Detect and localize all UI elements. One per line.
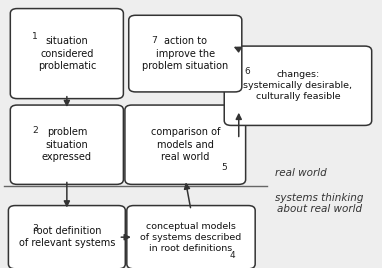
- Text: situation
considered
problematic: situation considered problematic: [38, 36, 96, 71]
- Text: root definition
of relevant systems: root definition of relevant systems: [19, 226, 115, 248]
- Text: changes:
systemically desirable,
culturally feasible: changes: systemically desirable, cultura…: [243, 70, 353, 101]
- Text: conceptual models
of systems described
in root definitions: conceptual models of systems described i…: [140, 222, 242, 253]
- Text: systems thinking
about real world: systems thinking about real world: [275, 193, 364, 214]
- Text: real world: real world: [275, 168, 327, 178]
- Text: 2: 2: [32, 126, 38, 135]
- Text: 7: 7: [151, 36, 157, 45]
- Text: 1: 1: [32, 32, 38, 41]
- FancyBboxPatch shape: [127, 206, 255, 268]
- Text: 6: 6: [244, 67, 250, 76]
- Text: 3: 3: [32, 224, 38, 233]
- FancyBboxPatch shape: [129, 15, 242, 92]
- FancyBboxPatch shape: [10, 105, 123, 184]
- FancyBboxPatch shape: [125, 105, 246, 184]
- Text: comparison of
models and
real world: comparison of models and real world: [151, 127, 220, 162]
- Text: 4: 4: [229, 251, 235, 260]
- FancyBboxPatch shape: [10, 9, 123, 99]
- Text: 5: 5: [222, 163, 227, 173]
- Text: action to
improve the
problem situation: action to improve the problem situation: [142, 36, 228, 71]
- FancyBboxPatch shape: [8, 206, 125, 268]
- Text: problem
situation
expressed: problem situation expressed: [42, 127, 92, 162]
- FancyBboxPatch shape: [224, 46, 372, 125]
